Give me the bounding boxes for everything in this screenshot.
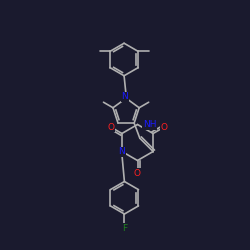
Text: O: O bbox=[107, 122, 114, 132]
Text: O: O bbox=[161, 122, 168, 132]
Text: N: N bbox=[118, 148, 125, 156]
Text: F: F bbox=[122, 224, 127, 233]
Text: O: O bbox=[134, 169, 141, 178]
Text: N: N bbox=[122, 92, 128, 102]
Text: NH: NH bbox=[143, 120, 156, 129]
